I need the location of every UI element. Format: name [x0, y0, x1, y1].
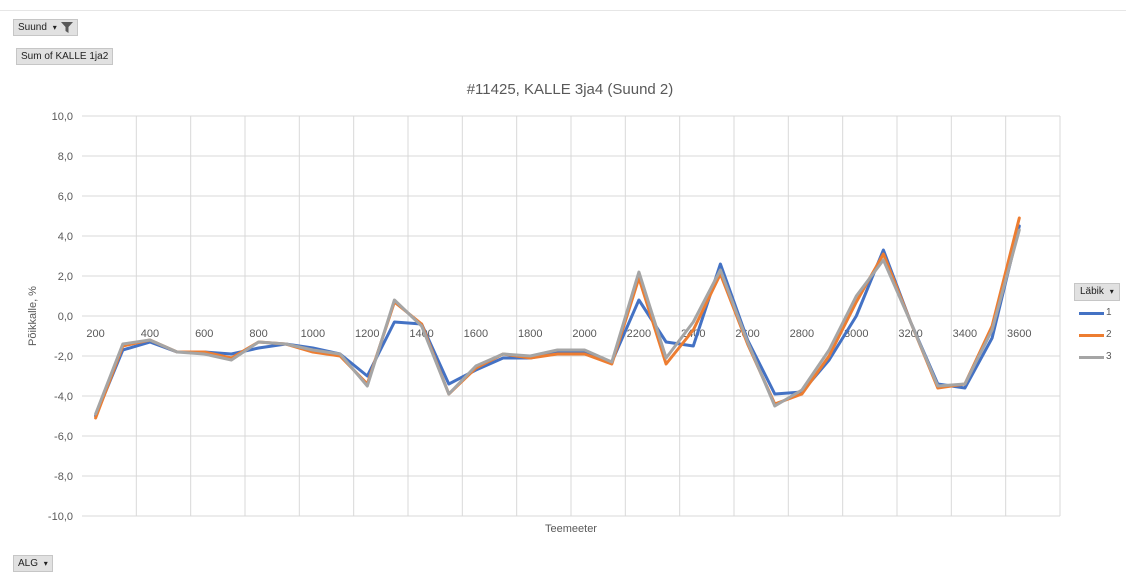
y-tick-label: 10,0 — [52, 111, 73, 123]
value-field-button[interactable]: Sum of KALLE 1ja2 — [16, 48, 114, 65]
legend-field-button[interactable]: Läbik ▾ — [1074, 283, 1120, 301]
x-tick-label: 3600 — [1007, 328, 1031, 340]
y-tick-label: 2,0 — [58, 271, 73, 283]
y-tick-label: 6,0 — [58, 191, 73, 203]
x-tick-label: 1000 — [301, 328, 325, 340]
y-tick-label: 0,0 — [58, 311, 73, 323]
chart-title: #11425, KALLE 3ja4 (Suund 2) — [467, 81, 674, 98]
x-tick-label: 400 — [141, 328, 159, 340]
legend-swatch — [1079, 334, 1104, 337]
x-tick-label: 2800 — [790, 328, 814, 340]
x-tick-label: 1800 — [518, 328, 542, 340]
legend-swatch — [1079, 312, 1104, 315]
y-tick-label: -4,0 — [54, 391, 73, 403]
legend-swatch — [1079, 356, 1104, 359]
dropdown-arrow-icon: ▾ — [1109, 287, 1114, 296]
filter-field-label: Suund — [18, 22, 47, 33]
legend-entry-label: 1 — [1106, 307, 1112, 318]
dropdown-arrow-icon: ▾ — [43, 559, 48, 568]
x-axis-title: Teemeeter — [545, 523, 597, 535]
filter-funnel-icon — [60, 21, 73, 33]
filter-field-button[interactable]: Suund ▾ — [13, 19, 78, 36]
x-tick-label: 1200 — [355, 328, 379, 340]
top-divider — [0, 10, 1126, 11]
y-tick-label: -6,0 — [54, 431, 73, 443]
y-tick-label: 8,0 — [58, 151, 73, 163]
x-tick-label: 1600 — [464, 328, 488, 340]
y-tick-label: -10,0 — [48, 511, 73, 523]
series-lines — [94, 216, 1021, 420]
axis-field-button[interactable]: ALG ▾ — [13, 555, 53, 572]
x-tick-label: 800 — [249, 328, 267, 340]
dropdown-arrow-icon: ▾ — [52, 23, 57, 32]
x-tick-label: 2200 — [627, 328, 651, 340]
y-axis-ticks: 10,0 8,0 6,0 4,0 2,0 0,0 -2,0 -4,0 -6,0 -8,0 -10,0 — [48, 111, 73, 523]
x-tick-label: 3400 — [953, 328, 977, 340]
gridlines — [82, 115, 1061, 517]
x-tick-label: 600 — [195, 328, 213, 340]
series-line-3 — [94, 228, 1021, 416]
legend-field-label: Läbik — [1080, 286, 1104, 297]
axis-field-label: ALG — [18, 558, 39, 569]
value-field-label: Sum of KALLE 1ja2 — [21, 51, 109, 62]
series-line-1 — [94, 224, 1021, 418]
y-tick-label: -2,0 — [54, 351, 73, 363]
x-tick-label: 2000 — [572, 328, 596, 340]
y-tick-label: 4,0 — [58, 231, 73, 243]
y-tick-label: -8,0 — [54, 471, 73, 483]
y-axis-title: Põikkalle, % — [27, 286, 39, 346]
legend-entry-label: 3 — [1106, 351, 1112, 362]
x-tick-label: 3000 — [844, 328, 868, 340]
x-axis-ticks: 200 400 600 800 1000 1200 1400 1600 1800 2000 2200… — [86, 328, 1031, 340]
legend-entry-label: 2 — [1106, 329, 1112, 340]
series-line-2 — [94, 216, 1021, 420]
x-tick-label: 200 — [86, 328, 104, 340]
